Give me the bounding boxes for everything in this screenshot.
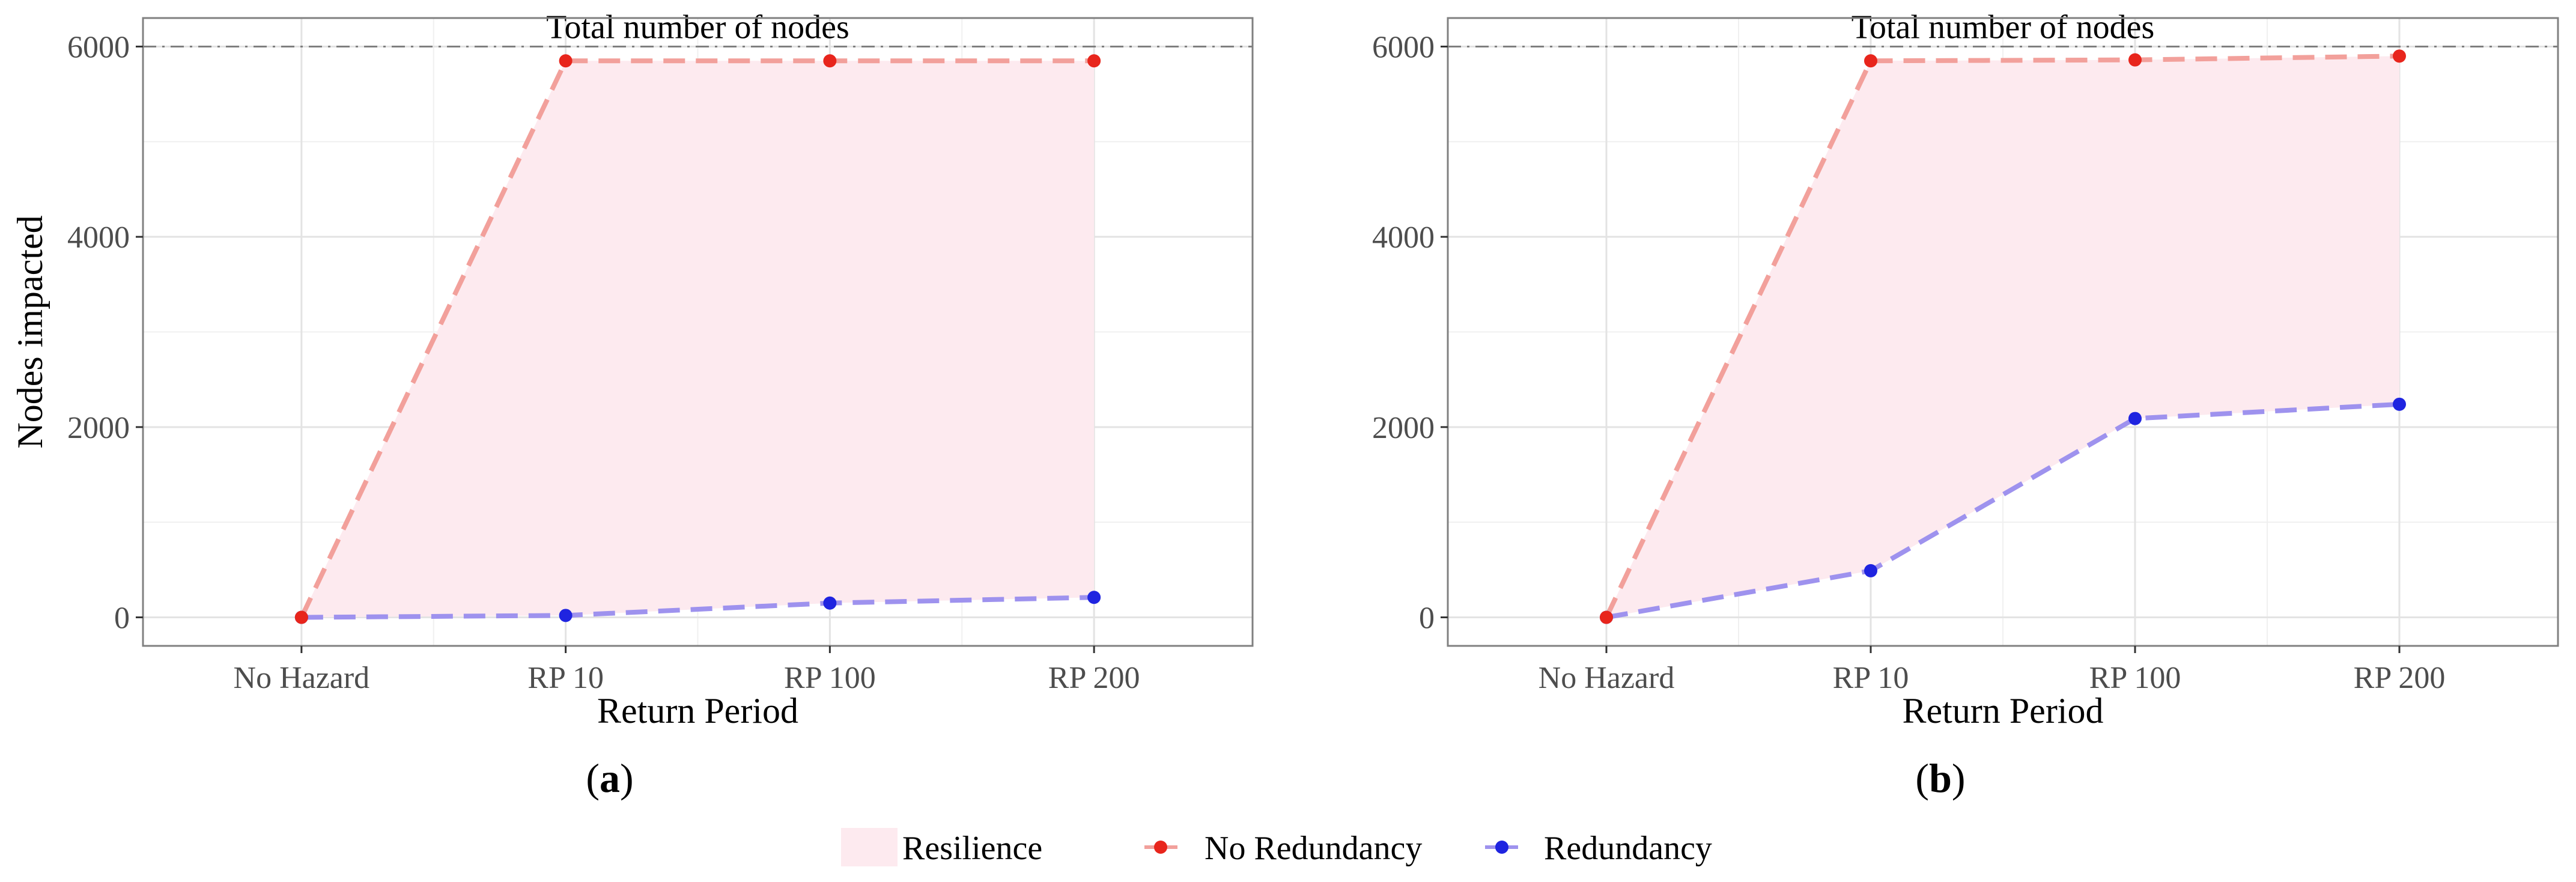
panel-label-open: ( (1915, 755, 1929, 801)
total-nodes-label: Total number of nodes (546, 9, 849, 46)
no-redundancy-point (1864, 54, 1877, 68)
no-redundancy-point (823, 54, 837, 68)
x-tick-label: RP 200 (1048, 661, 1140, 695)
resilience-area (1606, 56, 2399, 618)
x-tick-label: RP 10 (527, 661, 604, 695)
x-tick-label: No Hazard (234, 661, 370, 695)
y-tick-label: 6000 (1372, 31, 1435, 65)
redundancy-line (301, 595, 1095, 620)
no-redundancy-point (559, 54, 573, 68)
panel-b-chart: Total number of nodes 0 2000 4000 6000 No Haz… (1372, 9, 2559, 801)
panel-label-close: ) (620, 755, 634, 801)
legend-resilience-swatch (841, 828, 898, 866)
panel-label-letter: b (1929, 755, 1952, 801)
y-tick-label: 2000 (67, 411, 130, 445)
x-tick-label: RP 100 (2089, 661, 2181, 695)
redundancy-point (1864, 564, 1877, 577)
panel-label-open: ( (586, 755, 600, 801)
y-tick-label: 4000 (67, 221, 130, 255)
legend: Resilience No Redundancy Redundancy (841, 828, 1712, 867)
legend-no-redundancy-label: No Redundancy (1204, 830, 1422, 867)
panel-a-chart: Total number of nodes 0 2000 4000 6000 No Haz… (10, 9, 1254, 801)
no-redundancy-line (1604, 53, 2400, 619)
y-tick-label: 0 (1419, 601, 1435, 636)
panel-label-close: ) (1952, 755, 1966, 801)
no-redundancy-point (2128, 53, 2142, 67)
panel-border (1447, 17, 2559, 647)
x-axis-title: Return Period (1903, 691, 2104, 731)
redundancy-point (2128, 412, 2142, 425)
redundancy-point (2393, 397, 2406, 411)
no-redundancy-point (2393, 49, 2406, 63)
x-tick-label: RP 100 (784, 661, 876, 695)
x-tick-label: RP 10 (1833, 661, 1909, 695)
legend-no-redundancy-point (1154, 841, 1167, 854)
legend-redundancy-label: Redundancy (1544, 830, 1712, 867)
redundancy-line (1606, 401, 2400, 620)
redundancy-point (559, 609, 573, 622)
y-axis-title: Nodes impacted (10, 215, 50, 448)
panel-label: (b) (1915, 755, 1965, 801)
legend-redundancy-point (1495, 841, 1508, 854)
no-redundancy-point (1600, 610, 1613, 624)
y-tick-label: 0 (114, 601, 130, 636)
panel-border (142, 17, 1254, 647)
panel-label: (a) (586, 755, 633, 801)
total-nodes-label: Total number of nodes (1852, 9, 2155, 46)
redundancy-point (823, 596, 837, 610)
no-redundancy-point (294, 610, 308, 624)
panel-label-letter: a (600, 755, 620, 801)
x-axis-title: Return Period (597, 691, 798, 731)
y-tick-label: 6000 (67, 31, 130, 65)
y-tick-label: 4000 (1372, 221, 1435, 255)
y-tick-label: 2000 (1372, 411, 1435, 445)
no-redundancy-line (299, 58, 1095, 619)
x-tick-label: No Hazard (1539, 661, 1675, 695)
legend-resilience-label: Resilience (902, 830, 1042, 867)
redundancy-point (1087, 591, 1101, 604)
no-redundancy-point (1087, 54, 1101, 68)
x-tick-label: RP 200 (2354, 661, 2446, 695)
